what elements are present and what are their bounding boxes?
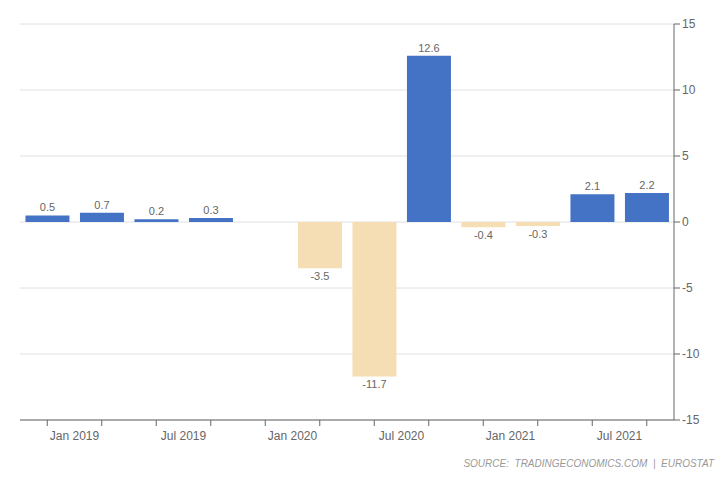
svg-text:-5: -5 (682, 281, 693, 295)
svg-text:0.7: 0.7 (94, 199, 109, 211)
svg-text:-10: -10 (682, 347, 700, 361)
svg-text:Jul 2021: Jul 2021 (597, 429, 643, 443)
svg-text:-0.3: -0.3 (528, 228, 547, 240)
svg-text:-3.5: -3.5 (310, 270, 329, 282)
svg-text:Jul 2020: Jul 2020 (379, 429, 425, 443)
svg-text:12.6: 12.6 (418, 42, 439, 54)
svg-text:Jul 2019: Jul 2019 (161, 429, 207, 443)
svg-text:Jan 2021: Jan 2021 (486, 429, 536, 443)
svg-text:2.1: 2.1 (585, 180, 600, 192)
svg-text:0.3: 0.3 (203, 204, 218, 216)
svg-text:0.5: 0.5 (40, 201, 55, 213)
svg-text:-0.4: -0.4 (474, 229, 493, 241)
html-text:SOURCE: TRADINGECONOMICS.COM |: SOURCE: TRADINGECONOMICS.COM | EUROSTAT (463, 458, 714, 469)
svg-text:0: 0 (682, 215, 689, 229)
svg-text:Jan 2019: Jan 2019 (50, 429, 100, 443)
svg-text:2.2: 2.2 (639, 179, 654, 191)
svg-text:0.2: 0.2 (149, 205, 164, 217)
svg-text:15: 15 (682, 17, 696, 31)
svg-text:-11.7: -11.7 (362, 378, 386, 390)
svg-text:10: 10 (682, 83, 696, 97)
svg-text:5: 5 (682, 149, 689, 163)
svg-text:Jan 2020: Jan 2020 (268, 429, 318, 443)
svg-text:-15: -15 (682, 413, 700, 427)
